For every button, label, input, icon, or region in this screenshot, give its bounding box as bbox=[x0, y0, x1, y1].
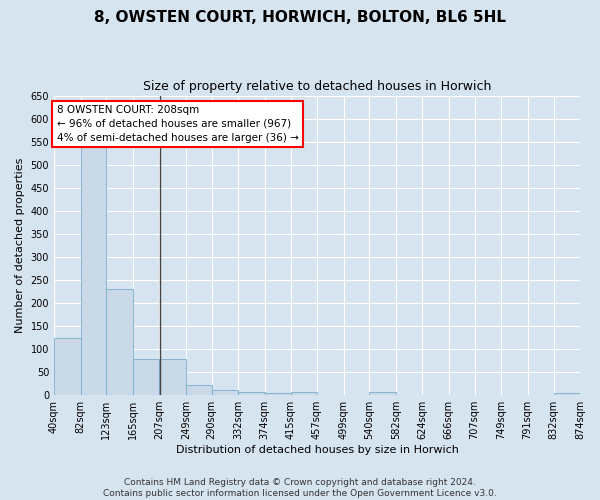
Bar bbox=[80, 144, 106, 395]
Text: 8, OWSTEN COURT, HORWICH, BOLTON, BL6 5HL: 8, OWSTEN COURT, HORWICH, BOLTON, BL6 5H… bbox=[94, 10, 506, 25]
Y-axis label: Number of detached properties: Number of detached properties bbox=[15, 158, 25, 333]
X-axis label: Distribution of detached houses by size in Horwich: Distribution of detached houses by size … bbox=[176, 445, 458, 455]
Bar bbox=[370, 392, 396, 395]
Text: Contains HM Land Registry data © Crown copyright and database right 2024.
Contai: Contains HM Land Registry data © Crown c… bbox=[103, 478, 497, 498]
Text: 8 OWSTEN COURT: 208sqm
← 96% of detached houses are smaller (967)
4% of semi-det: 8 OWSTEN COURT: 208sqm ← 96% of detached… bbox=[56, 105, 298, 143]
Bar bbox=[133, 359, 160, 395]
Title: Size of property relative to detached houses in Horwich: Size of property relative to detached ho… bbox=[143, 80, 491, 93]
Bar bbox=[106, 289, 133, 395]
Bar bbox=[160, 359, 186, 395]
Bar bbox=[554, 393, 580, 395]
Bar bbox=[265, 393, 290, 395]
Bar bbox=[212, 390, 238, 395]
Bar bbox=[238, 392, 265, 395]
Bar bbox=[54, 338, 80, 395]
Bar bbox=[290, 392, 317, 395]
Bar bbox=[186, 385, 212, 395]
